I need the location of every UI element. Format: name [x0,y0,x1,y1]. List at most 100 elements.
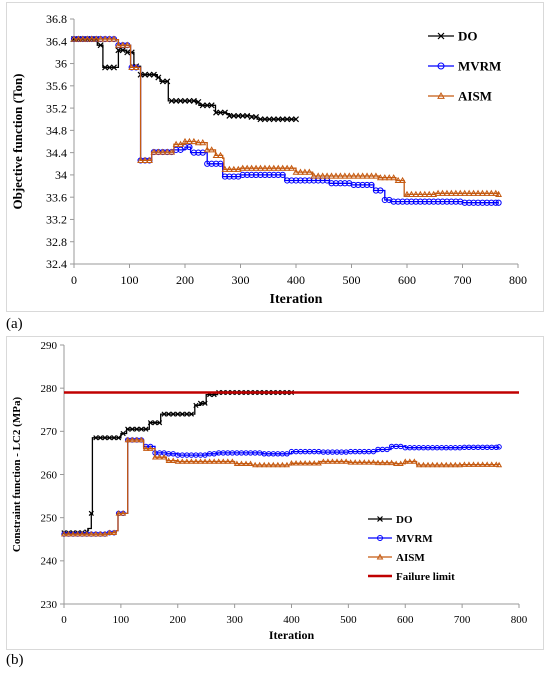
data-point [156,454,163,460]
data-point [456,189,464,196]
data-point [230,112,237,119]
data-point [247,460,254,466]
data-point [97,530,104,537]
y-tick-label: 230 [41,599,58,611]
data-point [152,420,158,426]
data-point [388,459,395,466]
series-do [70,36,300,123]
data-point [345,172,353,179]
data-point [134,426,140,432]
data-point [270,164,278,171]
data-point [115,435,122,441]
data-point [177,97,184,104]
data-point [461,189,469,196]
data-point [430,190,438,197]
data-point [110,64,117,71]
data-point [74,35,82,42]
data-point [106,435,113,441]
data-point [142,71,149,78]
data-point [166,411,172,417]
y-tick-label: 290 [41,340,58,352]
data-point [416,190,424,197]
data-point [163,148,171,155]
data-point [165,457,172,463]
data-point [452,461,459,468]
data-point [261,164,269,171]
data-point [284,116,291,123]
data-point [474,199,482,206]
legend-item: AISM [368,552,425,564]
x-tick-label: 800 [509,273,527,287]
legend: DO MVRM AISM [428,29,501,104]
data-point [197,400,204,406]
data-point [221,109,228,116]
data-point [217,160,224,167]
y-tick-label: 260 [41,469,58,481]
data-point [324,458,331,464]
data-point [252,461,259,468]
chart-1: 0 100 200 300 400 500 600 700 800 32.4 32.8 33.2 33.… [10,12,527,307]
data-point [487,189,495,196]
x-tick-label: 400 [283,614,300,626]
data-point [381,174,389,181]
data-point [279,164,287,171]
data-point [395,198,402,205]
y-tick-label: 270 [41,426,58,438]
data-point [101,530,108,537]
data-point [147,445,154,451]
data-point [188,411,195,417]
legend-marker [377,516,383,522]
data-point [350,172,358,179]
data-point [147,420,154,426]
data-point [466,199,473,206]
data-point [212,151,220,158]
data-point [199,102,206,109]
data-point [399,198,406,205]
data-point [186,97,193,104]
data-point [443,198,451,205]
data-point [184,411,190,417]
data-point [220,458,227,464]
data-point [156,420,163,426]
data-point [384,446,390,453]
data-point [174,458,181,464]
data-point [242,460,250,466]
data-point [408,198,415,205]
data-point [190,137,198,145]
data-point [190,97,197,104]
data-point [496,461,503,468]
y-tick-label: 36.8 [46,12,67,26]
data-point [221,173,229,180]
data-point [179,411,185,417]
data-point [292,168,300,175]
data-point [137,156,145,164]
data-point [142,445,149,451]
data-point [361,459,368,465]
data-point [390,174,398,181]
data-point [154,148,162,155]
data-point [311,460,318,466]
data-point [279,171,286,179]
chart-2: 0 100 200 300 400 500 600 700 800 230 240 250 260 270… [11,340,528,642]
y-axis-label: Constraint function - LC2 (MPa) [11,397,23,553]
data-point [495,190,503,197]
legend-item: MVRM [428,59,501,74]
y-tick-label: 280 [41,383,58,395]
data-point [252,171,260,179]
data-point [181,97,189,104]
data-point [111,435,117,441]
y-tick-label: 36.4 [46,34,67,48]
data-point [448,198,455,205]
data-point [492,199,499,206]
data-point [123,41,131,48]
x-tick-label: 200 [170,614,187,626]
data-point [452,189,460,196]
data-point [483,199,491,206]
x-tick-label: 700 [454,273,472,287]
data-point [257,164,264,171]
data-point [275,171,282,179]
data-point [224,458,231,464]
data-point [102,64,109,71]
data-point [265,164,273,171]
data-point [332,172,340,179]
